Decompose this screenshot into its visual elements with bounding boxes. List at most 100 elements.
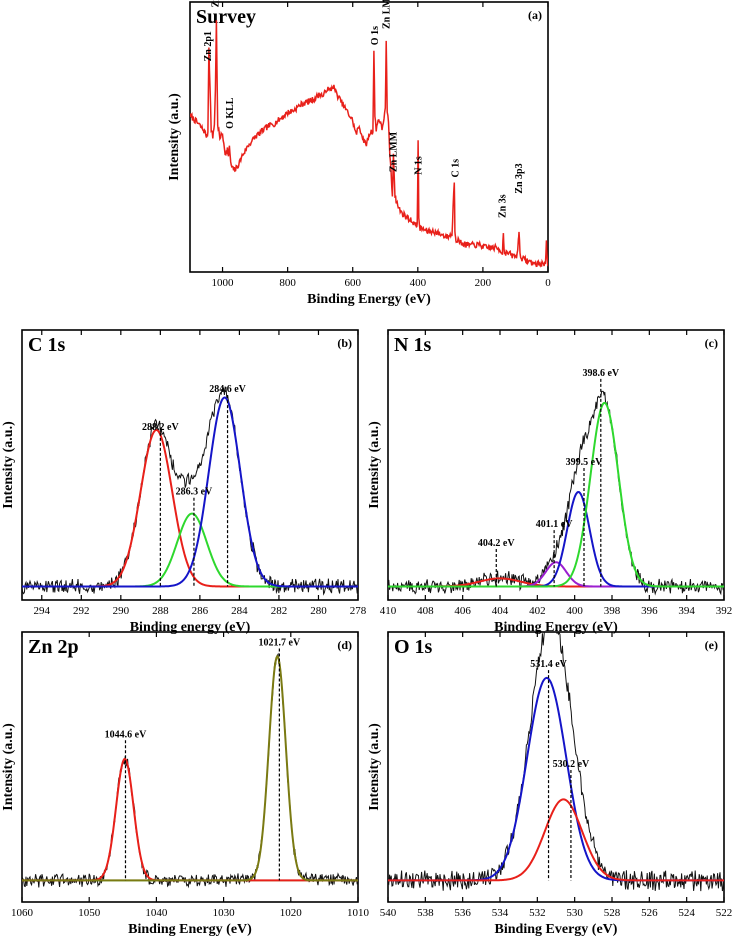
x-tick-label: 528 — [604, 907, 621, 919]
x-tick-label: 392 — [716, 605, 733, 617]
x-tick-label: 536 — [454, 907, 471, 919]
x-axis-title: Binding Energy (eV) — [307, 292, 431, 307]
x-tick-label: 288 — [152, 605, 169, 617]
y-axis-title: Intensity (a.u.) — [167, 93, 182, 181]
x-tick-label: 538 — [417, 907, 434, 919]
fit-component-line — [22, 428, 358, 588]
panel-title: Zn 2p — [28, 636, 79, 658]
x-tick-label: 400 — [566, 605, 583, 617]
x-tick-label: 404 — [492, 605, 509, 617]
peak-label: O KLL — [225, 97, 236, 129]
x-axis-title: Binding Evergy (eV) — [495, 922, 618, 937]
peak-label: Zn 3s — [497, 194, 508, 218]
panel-tag: (d) — [337, 638, 352, 652]
y-axis-title: Intensity (a.u.) — [1, 421, 16, 509]
peak-label: Zn 2p3 — [211, 0, 222, 7]
peak-annotation: 531.4 eV — [530, 659, 567, 670]
plot-frame — [21, 631, 359, 903]
peak-annotation: 1021.7 eV — [259, 638, 301, 649]
x-tick-label: 394 — [678, 605, 695, 617]
y-axis-title: Intensity (a.u.) — [367, 723, 382, 811]
peak-label: N 1s — [413, 156, 424, 175]
x-tick-label: 402 — [529, 605, 546, 617]
x-tick-label: 278 — [350, 605, 367, 617]
peak-label: O 1s — [370, 26, 381, 45]
x-tick-label: 1010 — [347, 907, 370, 919]
plot-frame — [21, 329, 359, 601]
x-tick-label: 532 — [529, 907, 546, 919]
x-tick-label: 282 — [271, 605, 288, 617]
y-axis-title: Intensity (a.u.) — [1, 723, 16, 811]
x-tick-label: 280 — [310, 605, 327, 617]
panel-title: Survey — [196, 6, 256, 28]
peak-annotation: 286.3 eV — [176, 487, 213, 498]
survey-spectrum-line — [190, 20, 548, 268]
x-tick-label: 398 — [604, 605, 621, 617]
x-tick-label: 1020 — [280, 907, 303, 919]
x-tick-label: 1050 — [78, 907, 101, 919]
plot-area — [22, 652, 358, 889]
fit-component-line — [22, 512, 358, 588]
fit-component-line — [22, 758, 358, 882]
x-tick-label: 1000 — [212, 277, 235, 289]
x-tick-label: 284 — [231, 605, 248, 617]
x-tick-label: 406 — [454, 605, 471, 617]
plot-area — [22, 386, 358, 596]
panel-tag: (b) — [337, 336, 352, 350]
fit-component-line — [388, 401, 724, 588]
plot-area — [388, 632, 724, 892]
x-tick-label: 1040 — [145, 907, 168, 919]
x-tick-label: 1030 — [213, 907, 236, 919]
peak-label: C 1s — [451, 159, 462, 178]
fit-component-line — [388, 676, 724, 882]
x-tick-label: 534 — [492, 907, 509, 919]
plot-area — [190, 20, 548, 268]
fit-component-line — [22, 654, 358, 882]
x-tick-label: 292 — [73, 605, 90, 617]
plot-frame — [387, 631, 725, 903]
x-tick-label: 526 — [641, 907, 658, 919]
x-tick-label: 540 — [380, 907, 397, 919]
x-tick-label: 396 — [641, 605, 658, 617]
peak-annotation: 530.2 eV — [553, 759, 590, 770]
x-tick-label: 530 — [566, 907, 583, 919]
peak-label: Zn LMM — [389, 131, 400, 172]
x-tick-label: 0 — [545, 277, 551, 289]
experimental-spectrum-line — [22, 652, 358, 889]
plot-frame — [189, 1, 549, 273]
x-tick-label: 400 — [410, 277, 427, 289]
peak-label: Zn 2p1 — [203, 31, 214, 61]
x-tick-label: 294 — [34, 605, 51, 617]
x-tick-label: 800 — [279, 277, 296, 289]
x-tick-label: 410 — [380, 605, 397, 617]
panel-e: 540 538 536 534 532 530 528 526 524 522 Binding Ev… — [367, 631, 733, 937]
x-tick-label: 408 — [417, 605, 434, 617]
peak-annotation: 404.2 eV — [478, 538, 515, 549]
peak-label: Zn 3p3 — [514, 163, 525, 193]
peak-annotation: 1044.6 eV — [105, 729, 147, 740]
x-tick-label: 200 — [475, 277, 492, 289]
peak-label: Zn LMM — [382, 0, 393, 29]
x-axis-title: Binding Energy (eV) — [128, 922, 252, 937]
x-tick-label: 600 — [344, 277, 361, 289]
panel-title: C 1s — [28, 334, 65, 356]
peak-annotation: 399.5 eV — [566, 457, 603, 468]
y-axis-title: Intensity (a.u.) — [367, 421, 382, 509]
panel-a: 1000 800 600 400 200 0 Binding Energy (eV) Inte… — [167, 0, 551, 307]
x-tick-label: 1060 — [11, 907, 34, 919]
panel-title: O 1s — [394, 636, 433, 658]
peak-annotation: 288.2 eV — [142, 422, 179, 433]
experimental-spectrum-line — [388, 390, 724, 596]
peak-annotation: 401.1 eV — [536, 519, 573, 530]
plot-area — [388, 390, 724, 596]
fit-component-line — [22, 396, 358, 588]
fit-component-line — [388, 490, 724, 588]
x-tick-label: 522 — [716, 907, 733, 919]
fit-component-line — [388, 798, 724, 882]
panel-d: 1060 1050 1040 1030 1020 1010 Binding Energy (… — [1, 631, 370, 937]
plot-frame — [387, 329, 725, 601]
experimental-spectrum-line — [22, 386, 358, 596]
